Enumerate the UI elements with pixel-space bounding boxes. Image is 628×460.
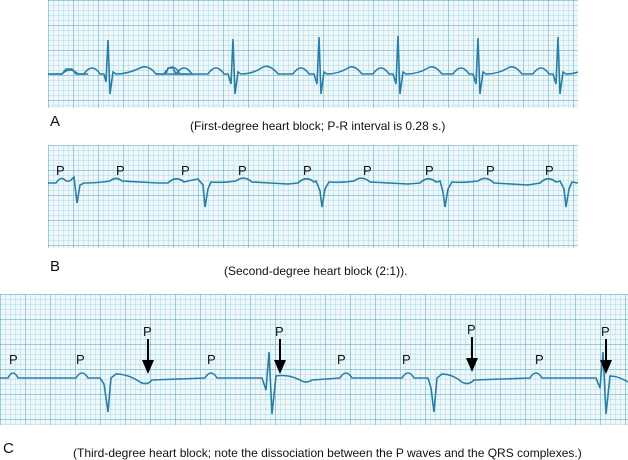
p-wave-label: P xyxy=(337,352,346,367)
ecg-trace-b: P P P P P P P P P xyxy=(48,163,578,208)
ecg-waveform-a xyxy=(48,39,194,95)
ecg-waveform-c xyxy=(0,351,628,415)
p-wave-label: P xyxy=(545,163,554,178)
p-wave-label: P xyxy=(181,163,190,178)
p-wave-label: P xyxy=(535,352,544,367)
p-wave-label: P xyxy=(601,324,610,339)
ecg-strip-b: P P P P P P P P P xyxy=(48,145,578,248)
ecg-trace-a xyxy=(48,35,578,95)
p-wave-label: P xyxy=(116,163,125,178)
strip-label-b: B xyxy=(50,258,61,275)
p-wave-label: P xyxy=(238,163,247,178)
ecg-strip-a xyxy=(48,0,578,108)
p-wave-label: P xyxy=(143,324,152,339)
p-wave-label: P xyxy=(303,163,312,178)
ecg-trace-c: P P P P P P P P P P xyxy=(0,322,628,415)
strip-label-c: C xyxy=(3,440,14,457)
arrow-down-icon xyxy=(274,360,286,374)
caption-c: (Third-degree heart block; note the diss… xyxy=(73,446,582,460)
p-wave-label: P xyxy=(467,322,476,337)
p-wave-label: P xyxy=(76,352,85,367)
arrow-down-icon xyxy=(142,360,154,374)
strip-label-a: A xyxy=(50,113,61,130)
ecg-strip-c: P P P P P P P P P P xyxy=(0,294,628,425)
p-wave-label: P xyxy=(486,163,495,178)
p-wave-label: P xyxy=(402,352,411,367)
p-wave-label: P xyxy=(275,324,284,339)
arrow-down-icon xyxy=(600,360,612,374)
p-wave-label: P xyxy=(363,163,372,178)
caption-a: (First-degree heart block; P-R interval … xyxy=(190,119,446,133)
p-wave-label: P xyxy=(207,352,216,367)
p-wave-label: P xyxy=(425,163,434,178)
arrow-down-icon xyxy=(466,358,478,372)
p-wave-label: P xyxy=(56,163,65,178)
caption-b: (Second-degree heart block (2:1)). xyxy=(224,264,408,278)
ecg-waveform-b xyxy=(48,175,578,208)
p-wave-label: P xyxy=(9,352,18,367)
